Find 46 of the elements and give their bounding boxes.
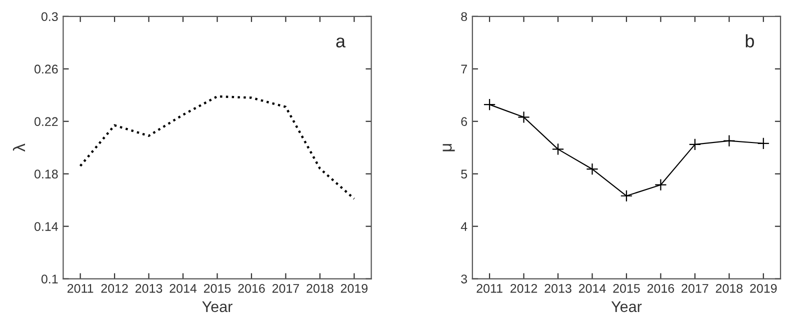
- x-tick-label: 2011: [476, 284, 502, 293]
- x-tick-label: 2016: [238, 284, 265, 293]
- y-tick-label: 0.3: [41, 12, 58, 22]
- annotation: b: [746, 34, 754, 48]
- x-tick-label: 2013: [544, 284, 572, 293]
- point: [723, 134, 736, 147]
- y-tick-label: 8: [461, 12, 468, 22]
- y-axis-title: λ: [12, 144, 25, 152]
- x-tick-label: 2014: [578, 284, 606, 293]
- point: [688, 138, 702, 151]
- y-tick-label: 0.18: [34, 170, 58, 178]
- point: [518, 111, 530, 124]
- point: [620, 190, 633, 202]
- x-tick-label: 2017: [272, 284, 299, 293]
- x-tick-label: 2018: [306, 284, 334, 293]
- y-tick-label: 0.1: [41, 274, 58, 284]
- x-tick-label: 2011: [68, 284, 94, 293]
- y-tick-label: 7: [461, 64, 467, 74]
- y-tick-label: 0.14: [34, 222, 58, 231]
- x-axis-title: Year: [202, 301, 232, 312]
- y-tick-label: 5: [461, 170, 468, 178]
- point: [654, 178, 667, 191]
- x-tick-label: 2018: [716, 284, 743, 293]
- point: [483, 98, 496, 111]
- y-tick-label: 3: [461, 274, 468, 284]
- x-axis-title: Year: [611, 301, 642, 312]
- y-tick-label: 0.22: [34, 117, 58, 126]
- line-series: [79, 95, 356, 200]
- x-tick-label: 2012: [101, 284, 128, 293]
- x-tick-label: 2015: [204, 284, 231, 293]
- y-axis-title: μ: [442, 144, 455, 152]
- point: [586, 163, 598, 176]
- x-tick-label: 2017: [682, 284, 708, 293]
- x-tick-label: 2016: [647, 284, 674, 293]
- point: [552, 143, 564, 156]
- point: [757, 137, 770, 150]
- x-tick-label: 2012: [510, 284, 538, 293]
- y-tick-label: 6: [461, 117, 468, 126]
- y-tick-label: 0.26: [34, 64, 58, 74]
- x-tick-label: 2015: [613, 284, 640, 293]
- x-tick-label: 2019: [340, 284, 368, 293]
- x-tick-label: 2013: [136, 284, 162, 293]
- annotation: a: [336, 38, 346, 48]
- y-tick-label: 4: [460, 222, 468, 231]
- x-tick-label: 2014: [170, 284, 197, 293]
- x-tick-label: 2019: [750, 284, 777, 293]
